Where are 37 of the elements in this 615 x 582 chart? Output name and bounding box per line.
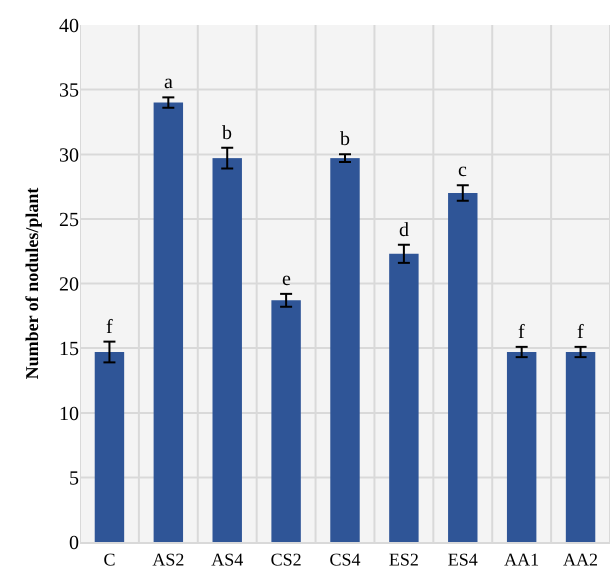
y-tick-label: 40 — [59, 15, 79, 37]
x-tick-label: ES4 — [448, 550, 478, 570]
y-tick-label: 35 — [59, 80, 79, 102]
x-tick-label: CS2 — [270, 550, 302, 570]
y-tick-label: 15 — [59, 338, 79, 360]
x-tick-label: C — [103, 550, 116, 570]
annotation: f — [577, 321, 584, 343]
bar — [154, 102, 184, 542]
y-tick-label: 10 — [59, 402, 79, 425]
y-tick-label: 30 — [59, 144, 79, 166]
x-tick-label: CS4 — [329, 550, 361, 570]
bar — [389, 254, 419, 542]
x-tick-label: AS4 — [211, 550, 244, 570]
y-tick-label: 25 — [59, 208, 79, 231]
annotation: f — [518, 321, 525, 343]
x-tick-label: AA1 — [504, 550, 540, 570]
annotation: a — [164, 71, 173, 93]
annotation: b — [340, 128, 350, 150]
bar — [506, 352, 536, 542]
x-tick-label: ES2 — [388, 550, 419, 570]
annotation: f — [106, 316, 113, 338]
bar — [212, 158, 242, 542]
bar — [330, 158, 360, 542]
annotation: b — [222, 122, 232, 144]
y-tick-label: 20 — [59, 274, 79, 296]
bar — [94, 352, 124, 542]
y-axis-title: Number of nodules/plant — [22, 188, 42, 380]
y-tick-label: 0 — [69, 532, 79, 554]
bar — [271, 300, 301, 542]
bar — [448, 193, 478, 542]
x-tick-label: AS2 — [152, 550, 184, 570]
y-tick-label: 5 — [69, 467, 79, 490]
bar — [566, 352, 596, 542]
annotation: c — [458, 159, 467, 181]
annotation: e — [282, 268, 291, 290]
x-tick-label: AA2 — [563, 550, 598, 570]
annotation: d — [399, 219, 409, 241]
